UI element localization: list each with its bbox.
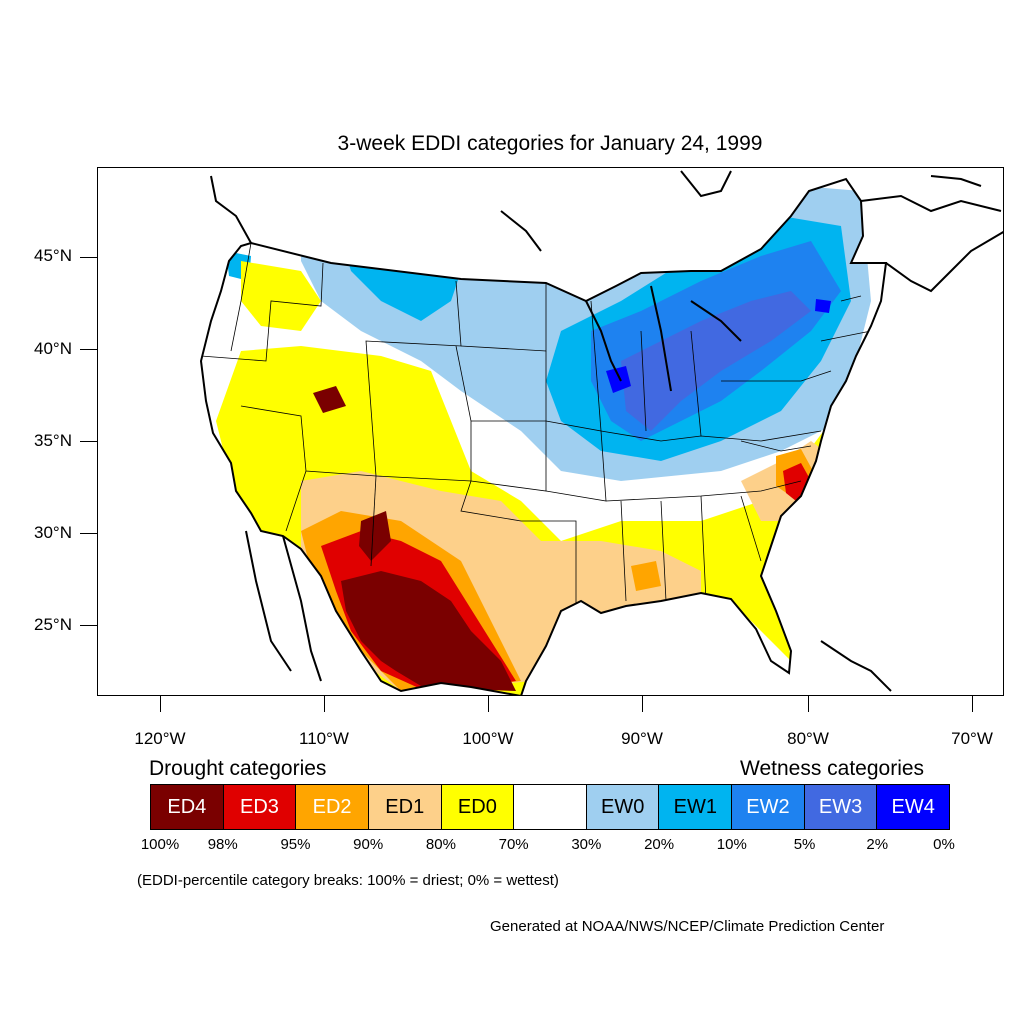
legend-cell-ed4: ED4 — [151, 785, 224, 829]
map-panel — [97, 167, 1004, 696]
map-title: 3-week EDDI categories for January 24, 1… — [337, 132, 763, 155]
lat-label-30: 30°N — [34, 523, 72, 542]
legend-cell-ed0: ED0 — [441, 785, 515, 829]
ew3-region — [621, 291, 811, 431]
lon-label-120w: 120°W — [134, 729, 186, 748]
credit-line: Generated at NOAA/NWS/NCEP/Climate Predi… — [490, 918, 885, 935]
legend-cell-ew1: EW1 — [659, 785, 733, 829]
legend-cell-ew0: EW0 — [586, 785, 660, 829]
lat-tick — [80, 257, 97, 258]
lon-tick — [160, 696, 161, 712]
percentile-label: 90% — [353, 836, 384, 853]
percentile-label: 98% — [207, 836, 238, 853]
lon-label-110w: 110°W — [299, 729, 349, 748]
ed0-region-northwest — [241, 261, 321, 331]
ed4-region — [313, 386, 516, 691]
drought-categories-heading: Drought categories — [149, 757, 327, 780]
lat-label-45: 45°N — [34, 246, 72, 265]
legend-cell-ew2: EW2 — [732, 785, 805, 829]
lon-tick — [324, 696, 325, 712]
percentile-label: 95% — [280, 836, 311, 853]
legend-color-bar: ED4 ED3 ED2 ED1 ED0 EW0 EW1 EW2 EW3 EW4 — [150, 784, 950, 830]
state-boundaries — [201, 242, 872, 606]
category-fields — [216, 186, 871, 695]
lat-label-40: 40°N — [34, 339, 72, 358]
lat-label-25: 25°N — [34, 615, 72, 634]
percentile-label: 0% — [933, 836, 955, 853]
percentile-label: 5% — [793, 836, 816, 853]
lon-label-70w: 70°W — [951, 729, 993, 748]
wetness-categories-heading: Wetness categories — [740, 757, 925, 780]
percentile-label: 30% — [571, 836, 602, 853]
legend-cell-neutral — [514, 785, 587, 829]
neighbor-coastlines — [210, 170, 1003, 692]
lon-label-90w: 90°W — [621, 729, 663, 748]
ed2-region-east — [631, 449, 813, 591]
eddi-map — [199, 170, 1003, 695]
lon-label-100w: 100°W — [462, 729, 514, 748]
lat-tick — [80, 533, 97, 534]
percentile-label: 10% — [716, 836, 747, 853]
lon-tick — [972, 696, 973, 712]
percentile-label: 100% — [140, 836, 180, 853]
legend-cell-ew3: EW3 — [804, 785, 878, 829]
legend-cell-ew4: EW4 — [877, 785, 950, 829]
lon-tick — [488, 696, 489, 712]
percentile-label: 20% — [644, 836, 675, 853]
legend-cell-ed1: ED1 — [368, 785, 442, 829]
percentile-label: 70% — [498, 836, 529, 853]
legend-cell-ed3: ED3 — [223, 785, 297, 829]
lon-label-80w: 80°W — [787, 729, 829, 748]
breaks-note: (EDDI-percentile category breaks: 100% =… — [137, 872, 559, 889]
lon-tick — [808, 696, 809, 712]
percentile-label: 80% — [425, 836, 456, 853]
percentile-label: 2% — [866, 836, 889, 853]
coastline — [199, 177, 888, 695]
legend-cell-ed2: ED2 — [296, 785, 369, 829]
lat-tick — [80, 441, 97, 442]
lat-tick — [80, 349, 97, 350]
lon-tick — [642, 696, 643, 712]
lat-label-35: 35°N — [34, 431, 72, 450]
lat-tick — [80, 625, 97, 626]
